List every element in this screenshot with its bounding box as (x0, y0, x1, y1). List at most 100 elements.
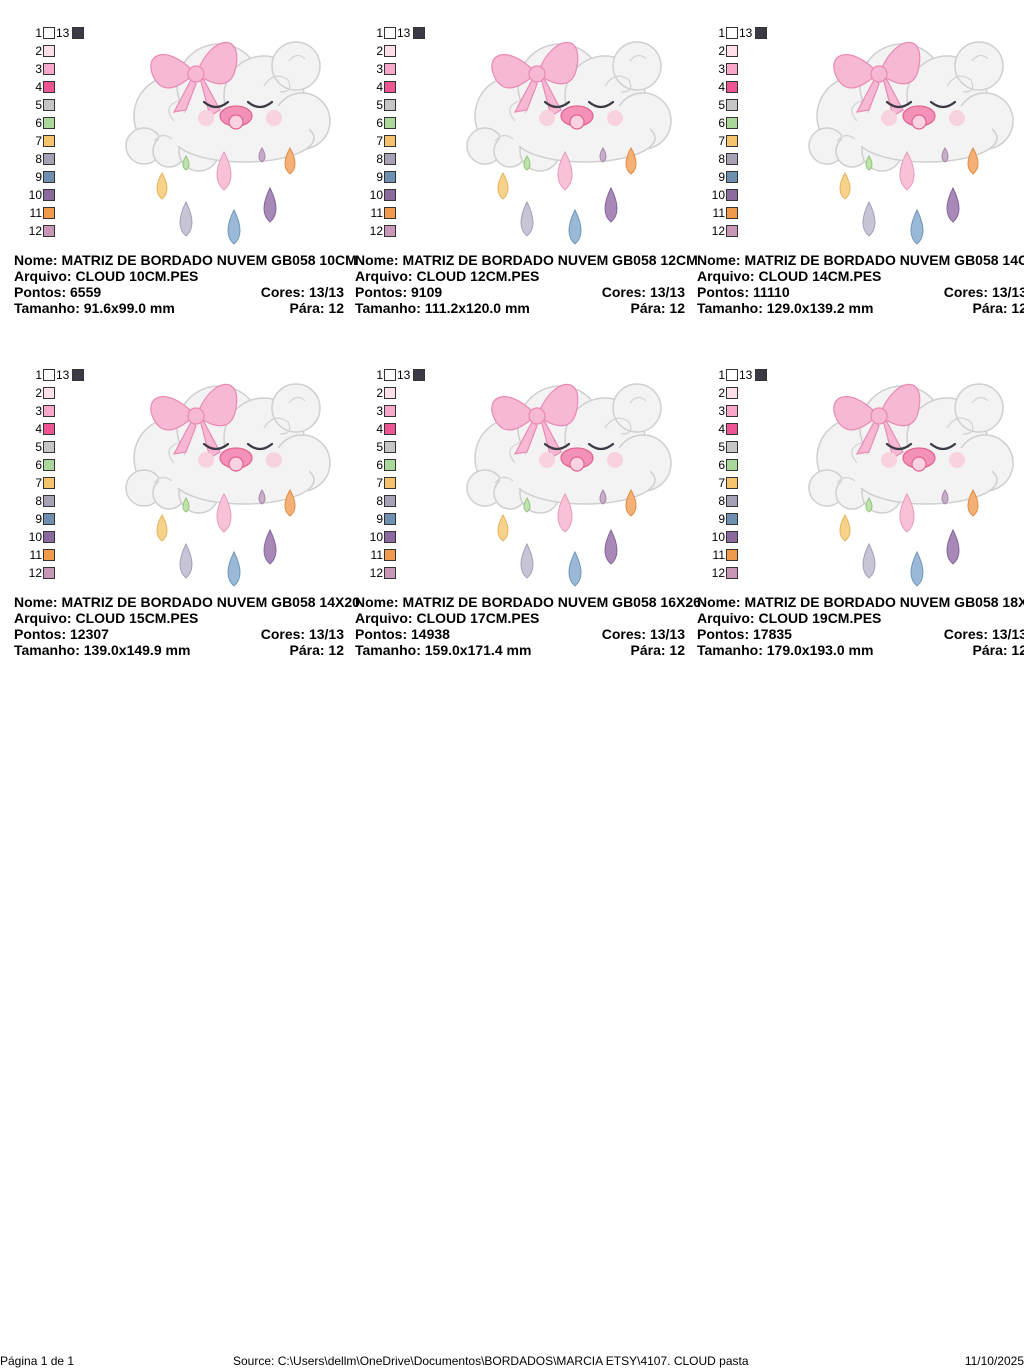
cores-label: Cores: (943, 626, 989, 642)
nome-label: Nome: (697, 252, 741, 268)
footer-date: 11/10/2025 (964, 1354, 1024, 1368)
color-number: 6 (718, 458, 725, 472)
tamanho: 129.0x139.2 mm (766, 300, 874, 316)
color-swatch (726, 81, 738, 93)
tamanho: 159.0x171.4 mm (424, 642, 532, 658)
cores-label: Cores: (601, 626, 647, 642)
color-swatch-row: 11 (14, 206, 74, 224)
cores: 13/13 (991, 626, 1024, 642)
color-number: 10 (28, 188, 42, 202)
color-swatch (43, 567, 55, 579)
color-swatch (726, 45, 738, 57)
color-number: 5 (35, 98, 42, 112)
color-swatch (384, 495, 396, 507)
color-swatch-row: 6 (697, 458, 757, 476)
color-swatch (43, 495, 55, 507)
color-swatch (384, 207, 396, 219)
color-swatch (43, 459, 55, 471)
color-swatch (43, 225, 55, 237)
color-number: 3 (376, 404, 383, 418)
arquivo-line: Arquivo: CLOUD 15CM.PES (14, 610, 198, 626)
cores-value: Cores: 13/13 (261, 284, 344, 300)
color-number: 8 (718, 152, 725, 166)
pontos: 6559 (70, 284, 102, 300)
color-number: 11 (29, 548, 42, 562)
color-swatch (43, 441, 55, 453)
cloud-embroidery-image (808, 41, 1014, 245)
color-number: 1 (35, 368, 42, 382)
color-swatch-row: 10 (14, 530, 74, 548)
para: 12 (1011, 642, 1024, 658)
cores: 13/13 (991, 284, 1024, 300)
color-swatch (43, 27, 55, 39)
nome-line: Nome: MATRIZ DE BORDADO NUVEM GB058 12CM (355, 252, 698, 268)
color-swatch-row: 12 (355, 566, 415, 584)
color-swatch (726, 369, 738, 381)
color-number: 2 (35, 44, 42, 58)
color-swatch-row: 7 (355, 476, 415, 494)
design-card-3: 1 13 2 3 4 5 6 7 8 9 10 11 12 (697, 26, 1024, 366)
tamanho-label: Tamanho: (355, 300, 421, 316)
color-number: 1 (718, 26, 725, 40)
pontos: 11110 (753, 284, 790, 300)
color-number: 9 (35, 170, 42, 184)
color-swatch-row: 7 (14, 476, 74, 494)
color-swatch (413, 369, 425, 381)
color-number: 8 (35, 494, 42, 508)
tamanho: 179.0x193.0 mm (766, 642, 874, 658)
tamanho-label: Tamanho: (697, 642, 763, 658)
color-number: 9 (35, 512, 42, 526)
color-swatch-row: 1 13 (14, 368, 84, 386)
color-number: 1 (376, 26, 383, 40)
arquivo: CLOUD 19CM.PES (758, 610, 882, 626)
arquivo-line: Arquivo: CLOUD 19CM.PES (697, 610, 881, 626)
footer-page: Página 1 de 1 (0, 1354, 75, 1368)
nome-line: Nome: MATRIZ DE BORDADO NUVEM GB058 14CM (697, 252, 1024, 268)
cores-label: Cores: (260, 626, 306, 642)
color-swatch-row: 1 13 (355, 368, 425, 386)
color-swatch-row: 4 (697, 422, 757, 440)
color-swatch (384, 27, 396, 39)
arquivo-label: Arquivo: (697, 610, 755, 626)
color-number: 1 (718, 368, 725, 382)
pontos-label: Pontos: (697, 284, 750, 300)
tamanho-label: Tamanho: (14, 642, 80, 658)
color-swatch (43, 369, 55, 381)
color-swatch-row: 7 (697, 134, 757, 152)
color-swatch (726, 405, 738, 417)
color-swatch-row: 6 (355, 116, 415, 134)
cores: 13/13 (649, 626, 685, 642)
nome-line: Nome: MATRIZ DE BORDADO NUVEM GB058 10CM (14, 252, 357, 268)
color-swatch (43, 99, 55, 111)
pontos: 17835 (753, 626, 792, 642)
color-number: 4 (376, 422, 383, 436)
color-swatch-row: 5 (355, 440, 415, 458)
color-swatch (384, 513, 396, 525)
color-swatch (43, 513, 55, 525)
color-swatch (726, 423, 738, 435)
nome: MATRIZ DE BORDADO NUVEM GB058 16X26 (402, 594, 701, 610)
tamanho: 91.6x99.0 mm (83, 300, 175, 316)
color-number: 9 (718, 170, 725, 184)
color-number: 2 (718, 44, 725, 58)
color-swatch (384, 81, 396, 93)
color-number: 2 (376, 44, 383, 58)
color-number: 4 (35, 422, 42, 436)
para-label: Pára: (972, 300, 1008, 316)
color-number: 7 (376, 134, 383, 148)
color-swatch (43, 531, 55, 543)
para-value: Pára: 12 (973, 300, 1024, 316)
nome: MATRIZ DE BORDADO NUVEM GB058 14X20 (61, 594, 360, 610)
nome-label: Nome: (14, 594, 58, 610)
color-swatch-row: 4 (697, 80, 757, 98)
color-swatch-row: 5 (697, 440, 757, 458)
color-number: 5 (376, 440, 383, 454)
color-swatch (726, 63, 738, 75)
para-value: Pára: 12 (290, 300, 345, 316)
color-swatch-row: 6 (14, 116, 74, 134)
tamanho-label: Tamanho: (697, 300, 763, 316)
color-swatch (43, 153, 55, 165)
color-swatch (384, 387, 396, 399)
color-swatch (384, 45, 396, 57)
color-swatch-row: 9 (697, 512, 757, 530)
